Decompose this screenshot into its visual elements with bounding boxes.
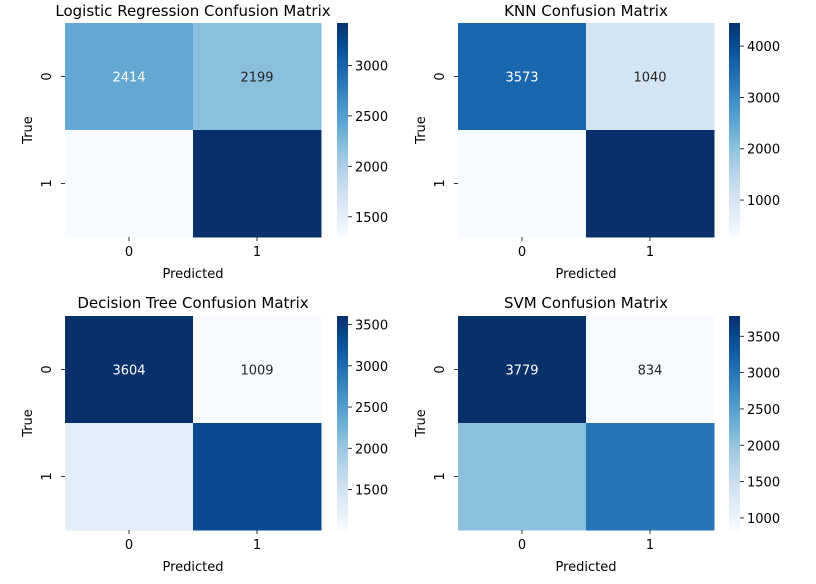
confusion-matrix-panel-3: SVM Confusion Matrix 3779 834 0 1 0 1 Predicted…	[414, 294, 780, 575]
chart-title: Decision Tree Confusion Matrix	[77, 294, 308, 312]
colorbar-tick-label: 1000	[747, 512, 780, 527]
colorbar	[729, 316, 740, 530]
heatmap-cell	[65, 316, 194, 424]
cell-annotation: 1009	[240, 364, 273, 379]
chart-title: Logistic Regression Confusion Matrix	[55, 2, 330, 20]
colorbar-tick-label: 2000	[355, 160, 388, 175]
x-tick-label: 0	[125, 245, 133, 260]
y-tick-label: 1	[433, 179, 448, 187]
colorbar-tick-label: 3000	[747, 91, 780, 106]
colorbar-tick-label: 1500	[355, 484, 388, 499]
confusion-matrix-panel-1: KNN Confusion Matrix 3573 1040 0 1 0 1 Predicte…	[414, 2, 780, 282]
cell-annotation: 2199	[240, 71, 273, 86]
colorbar-tick-label: 3000	[355, 360, 388, 375]
y-tick-label: 1	[40, 472, 55, 480]
colorbar	[337, 23, 348, 237]
colorbar-tick-label: 3500	[747, 330, 780, 345]
colorbar-tick-label: 3000	[747, 367, 780, 382]
heatmap-cell	[586, 316, 715, 424]
x-tick-label: 0	[518, 538, 526, 553]
colorbar-tick-label: 2500	[355, 110, 388, 125]
y-tick-label: 1	[40, 179, 55, 187]
y-tick-label: 1	[433, 472, 448, 480]
colorbar	[337, 316, 348, 530]
x-axis-label: Predicted	[555, 267, 616, 282]
heatmap-cell	[586, 130, 715, 238]
heatmap-cell	[458, 23, 587, 131]
confusion-matrix-panel-2: Decision Tree Confusion Matrix 3604 1009 0 1…	[21, 294, 388, 575]
heatmap-cell	[193, 23, 322, 131]
x-tick-label: 0	[518, 245, 526, 260]
heatmap-cell	[586, 423, 715, 531]
x-tick-label: 1	[646, 245, 654, 260]
heatmap-cell	[193, 130, 322, 238]
cell-annotation: 3779	[505, 364, 538, 379]
colorbar-tick-label: 1500	[747, 476, 780, 491]
cell-annotation: 3604	[112, 364, 145, 379]
heatmap-cell	[65, 423, 194, 531]
heatmap-cell	[458, 423, 587, 531]
chart-title: KNN Confusion Matrix	[504, 2, 668, 20]
y-tick-label: 0	[40, 365, 55, 373]
y-axis-label: True	[414, 409, 429, 438]
colorbar	[729, 23, 740, 237]
y-axis-label: True	[21, 409, 36, 438]
colorbar-tick-label: 4000	[747, 40, 780, 55]
colorbar-tick-label: 2000	[747, 143, 780, 158]
colorbar-tick-label: 3500	[355, 319, 388, 334]
y-axis-label: True	[21, 116, 36, 145]
x-axis-label: Predicted	[162, 267, 223, 282]
colorbar-tick-label: 1500	[355, 211, 388, 226]
x-tick-label: 1	[646, 538, 654, 553]
cell-annotation: 834	[638, 364, 663, 379]
x-axis-label: Predicted	[555, 560, 616, 575]
heatmap-cell	[65, 23, 194, 131]
colorbar-tick-label: 2500	[355, 401, 388, 416]
y-axis-label: True	[414, 116, 429, 145]
heatmap-cell	[193, 316, 322, 424]
y-tick-label: 0	[433, 72, 448, 80]
heatmap-cell	[65, 130, 194, 238]
colorbar-tick-label: 3000	[355, 59, 388, 74]
y-tick-label: 0	[433, 365, 448, 373]
x-tick-label: 1	[253, 538, 261, 553]
x-axis-label: Predicted	[162, 560, 223, 575]
chart-title: SVM Confusion Matrix	[504, 294, 668, 312]
colorbar-tick-label: 1000	[747, 194, 780, 209]
heatmap-cell	[193, 423, 322, 531]
heatmap-cell	[458, 130, 587, 238]
heatmap-cell	[586, 23, 715, 131]
colorbar-tick-label: 2000	[355, 442, 388, 457]
cell-annotation: 3573	[505, 71, 538, 86]
heatmap-cell	[458, 316, 587, 424]
cell-annotation: 2414	[112, 71, 145, 86]
y-tick-label: 0	[40, 72, 55, 80]
cell-annotation: 1040	[633, 71, 666, 86]
confusion-matrix-panel-0: Logistic Regression Confusion Matrix 2414…	[21, 2, 388, 282]
colorbar-tick-label: 2500	[747, 403, 780, 418]
colorbar-tick-label: 2000	[747, 439, 780, 454]
x-tick-label: 0	[125, 538, 133, 553]
x-tick-label: 1	[253, 245, 261, 260]
